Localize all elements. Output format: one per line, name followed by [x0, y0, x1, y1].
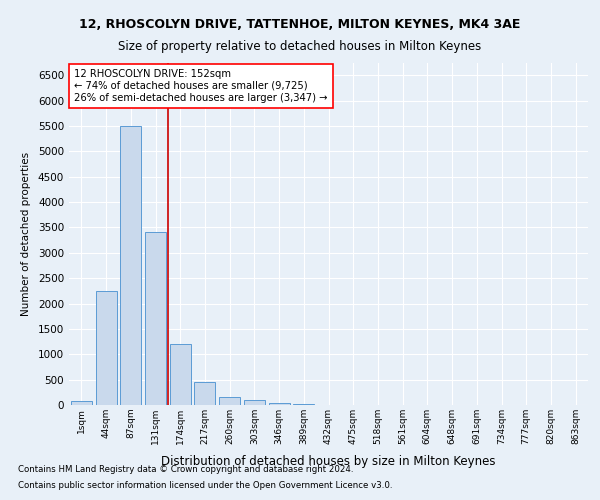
Y-axis label: Number of detached properties: Number of detached properties [21, 152, 31, 316]
Bar [145, 232, 166, 405]
Bar [71, 401, 92, 405]
Bar [120, 126, 141, 405]
Text: Size of property relative to detached houses in Milton Keynes: Size of property relative to detached ho… [118, 40, 482, 53]
Bar [293, 404, 314, 405]
Bar [194, 382, 215, 405]
Bar [244, 400, 265, 405]
Bar [219, 398, 240, 405]
Text: Contains HM Land Registry data © Crown copyright and database right 2024.: Contains HM Land Registry data © Crown c… [18, 466, 353, 474]
Bar [170, 344, 191, 405]
Text: 12 RHOSCOLYN DRIVE: 152sqm
← 74% of detached houses are smaller (9,725)
26% of s: 12 RHOSCOLYN DRIVE: 152sqm ← 74% of deta… [74, 70, 328, 102]
Text: 12, RHOSCOLYN DRIVE, TATTENHOE, MILTON KEYNES, MK4 3AE: 12, RHOSCOLYN DRIVE, TATTENHOE, MILTON K… [79, 18, 521, 30]
Bar [269, 402, 290, 405]
Text: Contains public sector information licensed under the Open Government Licence v3: Contains public sector information licen… [18, 480, 392, 490]
X-axis label: Distribution of detached houses by size in Milton Keynes: Distribution of detached houses by size … [161, 456, 496, 468]
Bar [95, 291, 116, 405]
